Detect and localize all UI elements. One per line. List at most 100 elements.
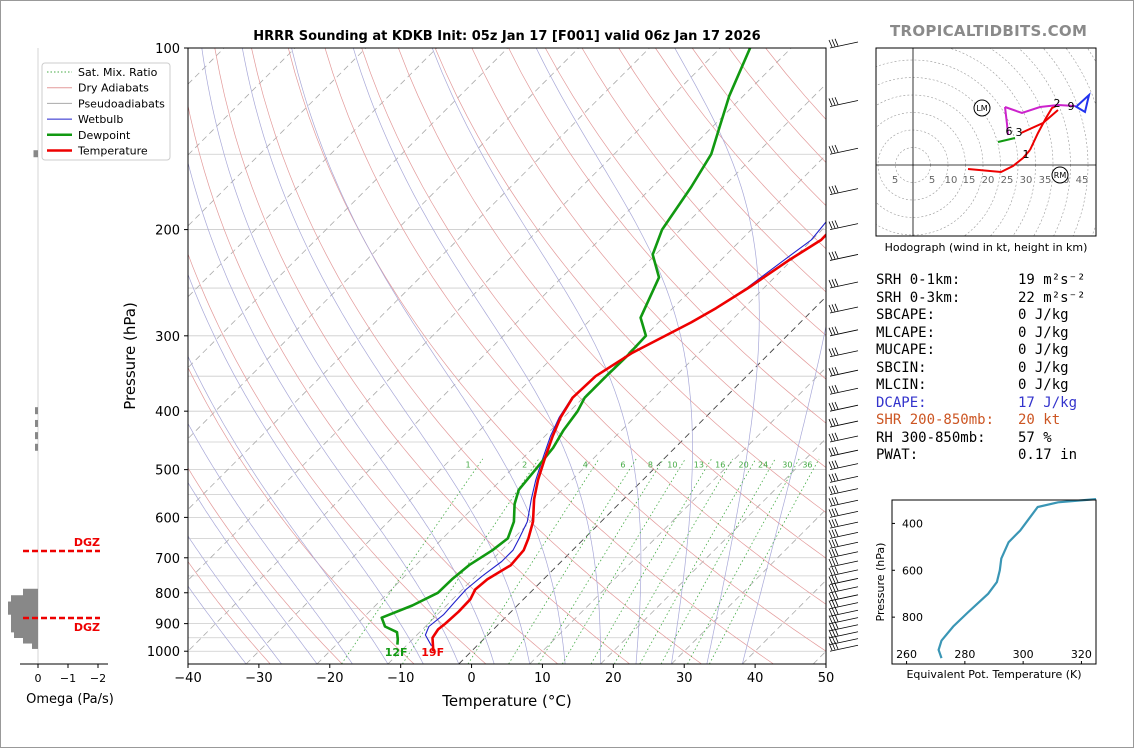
wind-barb-flag (834, 251, 839, 259)
wind-barb-flag (831, 304, 836, 312)
dgz-label-top: DGZ (74, 536, 100, 549)
theta-e-profile (937, 498, 1097, 659)
wind-barb-flag (828, 498, 833, 506)
dry-adiabat (188, 253, 487, 664)
stat-label: MLCAPE: (876, 324, 936, 341)
stat-value: 57 % (1018, 429, 1052, 446)
wind-barb-flag (828, 636, 833, 644)
pseudoadiabat (241, 48, 531, 664)
legend-label: Pseudoadiabats (78, 97, 165, 110)
wind-barb-flag (828, 186, 833, 194)
omega-tick-label: −1 (60, 672, 76, 685)
wind-barb-flag (828, 509, 833, 517)
wind-barb-flag (828, 304, 833, 313)
right-mover-label: RM (1054, 171, 1067, 180)
isotherm-line (671, 508, 826, 664)
pseudoadiabat (188, 422, 353, 664)
wind-barb-flag (828, 418, 833, 427)
hodograph-trace-magenta-upper (1004, 103, 1076, 115)
omega-bar (11, 619, 38, 627)
surface-dewpoint-label: 12F (385, 646, 408, 659)
stat-value: 0.17 in (1018, 447, 1078, 463)
stat-row: SRH 0-3km: 22 m²s⁻² (876, 290, 1126, 308)
wind-barb-flag (831, 539, 836, 547)
wind-barb-flag (831, 549, 836, 557)
wind-barb-flag (828, 558, 833, 567)
wind-barb-staff (829, 420, 859, 428)
mixing-ratio-labels: 1 2 4 6 8 10 13 16 20 24 30 36 (466, 461, 813, 470)
x-tick-label: −10 (387, 671, 414, 686)
omega-bar (35, 407, 38, 415)
wind-barb-staff (829, 586, 859, 594)
wind-barb-flag (831, 433, 836, 441)
wind-barb-flag (834, 548, 839, 556)
wind-barb-staff (829, 100, 859, 107)
hodograph-height-label: 3 (1016, 126, 1023, 139)
wind-barb-flag (834, 38, 839, 46)
wind-barb-flag (831, 348, 836, 356)
wind-barb-staff (829, 476, 859, 483)
hodograph-tick-label: 20 (982, 175, 995, 186)
skewt-x-ticks: −40 −30 −20 −10 0 10 20 30 40 50 (174, 664, 834, 686)
mixing-ratio-label: 36 (802, 461, 812, 470)
isotherm-line (529, 367, 826, 664)
wind-barb-flag (831, 97, 836, 106)
x-tick-label: 10 (534, 671, 551, 686)
hodograph-frame (875, 47, 1097, 237)
stat-row: RH 300-850mb: 57 % (876, 430, 1126, 448)
omega-bar (23, 636, 38, 644)
theta-e-frame (891, 499, 1097, 665)
wind-barb-flag (828, 433, 833, 442)
wind-barb-flag (828, 39, 833, 48)
wind-barb-flag (831, 473, 836, 481)
dry-adiabat (188, 104, 559, 664)
wind-barb-flag (828, 486, 833, 494)
theta-e-panel: 260 280 300 320 400 600 800 Equivalent Pot. Te… (874, 498, 1097, 681)
stat-value: 17 J/kg (1018, 394, 1078, 411)
skewt-title: HRRR Sounding at KDKB Init: 05z Jan 17 [… (253, 29, 760, 44)
y-tick-label: 1000 (147, 645, 180, 660)
stat-label: RH 300-850mb: (876, 429, 986, 446)
left-mover-label: LM (976, 104, 987, 113)
x-tick-label: 30 (676, 671, 693, 686)
dry-adiabat (251, 48, 702, 664)
theta-e-y-tick-label: 800 (902, 611, 923, 624)
wind-barb-flag (828, 461, 833, 469)
brand-label: TROPICALTIDBITS.COM (890, 22, 1088, 40)
hodograph-height-label: 9 (1068, 100, 1075, 113)
wind-barb-flag (831, 607, 836, 615)
hodograph-tick-label: 25 (1001, 175, 1014, 186)
y-tick-label: 600 (155, 511, 180, 526)
mixing-ratio-label: 4 (583, 461, 588, 470)
wind-barb-staff (829, 499, 859, 507)
omega-bar (35, 432, 38, 440)
stat-label: PWAT: (876, 447, 919, 463)
hodograph-left-mover-marker: LM (973, 99, 991, 117)
wind-barb-staff (829, 569, 859, 577)
omega-xlabel: Omega (Pa/s) (26, 692, 114, 707)
stat-label: MLCIN: (876, 377, 927, 393)
profile-dewpoint (380, 48, 752, 645)
wind-barb-staff (829, 560, 859, 568)
wind-barb-staff (829, 41, 859, 49)
stat-row: SBCIN: 0 J/kg (876, 360, 1126, 378)
wind-barb-flag (834, 366, 839, 375)
wind-barb-flag (834, 583, 839, 591)
wind-barb-flag (834, 460, 839, 468)
dry-adiabat (324, 48, 826, 652)
omega-ticks: 0 −1 −2 (35, 664, 106, 685)
wind-barb-flag (831, 575, 836, 584)
isotherm-line (458, 296, 826, 664)
stat-row: MLCAPE: 0 J/kg (876, 325, 1126, 343)
isotherm-line (188, 48, 792, 652)
omega-bars (8, 150, 38, 649)
hodograph-trace-green (997, 137, 1016, 143)
mixing-ratio-label: 30 (782, 461, 792, 470)
wind-barb-flag (834, 538, 839, 547)
y-tick-label: 200 (155, 224, 180, 239)
wind-barb-flag (834, 529, 839, 537)
wind-barb-staff (829, 541, 859, 549)
hodograph-tick-label: 5 (929, 175, 935, 186)
isotherm-line (245, 83, 826, 664)
